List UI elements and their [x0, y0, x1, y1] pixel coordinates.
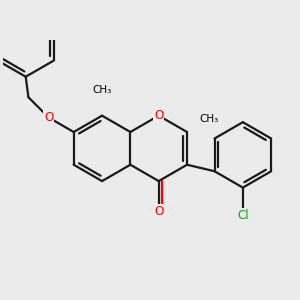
Text: Cl: Cl	[237, 209, 249, 222]
Text: CH₃: CH₃	[92, 85, 112, 95]
Text: O: O	[154, 205, 163, 218]
Text: O: O	[154, 109, 163, 122]
Text: O: O	[44, 111, 53, 124]
Text: CH₃: CH₃	[200, 114, 219, 124]
